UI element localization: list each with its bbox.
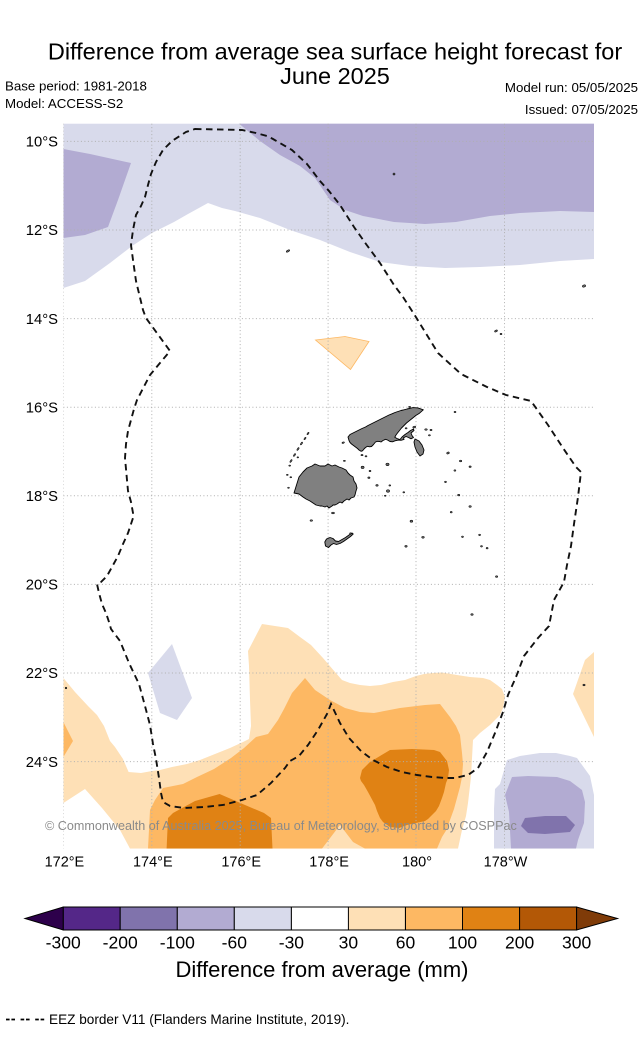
svg-text:178°W: 178°W <box>484 855 528 871</box>
svg-text:24°S: 24°S <box>26 755 58 771</box>
svg-text:12°S: 12°S <box>26 223 58 239</box>
svg-text:60: 60 <box>396 933 416 953</box>
svg-text:176°E: 176°E <box>221 855 261 871</box>
svg-text:178°E: 178°E <box>309 855 349 871</box>
svg-text:Model run: 05/05/2025: Model run: 05/05/2025 <box>505 80 638 95</box>
svg-text:Issued: 07/05/2025: Issued: 07/05/2025 <box>525 102 638 117</box>
svg-text:300: 300 <box>562 933 591 953</box>
svg-text:180°: 180° <box>402 855 432 871</box>
svg-text:30: 30 <box>339 933 359 953</box>
svg-text:June 2025: June 2025 <box>280 63 390 89</box>
svg-text:Model: ACCESS-S2: Model: ACCESS-S2 <box>5 96 123 111</box>
svg-text:18°S: 18°S <box>26 489 58 505</box>
svg-text:-200: -200 <box>103 933 138 953</box>
svg-text:EEZ border V11 (Flanders Marin: EEZ border V11 (Flanders Marine Institut… <box>49 1012 349 1027</box>
svg-text:172°E: 172°E <box>45 855 85 871</box>
svg-text:Difference from average sea su: Difference from average sea surface heig… <box>48 39 622 65</box>
svg-text:© Commonwealth of Australia 20: © Commonwealth of Australia 2025, Bureau… <box>45 819 517 833</box>
svg-text:22°S: 22°S <box>26 666 58 682</box>
svg-text:-30: -30 <box>279 933 305 953</box>
svg-text:20°S: 20°S <box>26 578 58 594</box>
svg-text:Base period: 1981-2018: Base period: 1981-2018 <box>5 79 147 94</box>
svg-text:-100: -100 <box>160 933 195 953</box>
svg-text:174°E: 174°E <box>133 855 173 871</box>
svg-text:Difference from average (mm): Difference from average (mm) <box>175 957 468 982</box>
svg-text:16°S: 16°S <box>26 400 58 416</box>
svg-text:-60: -60 <box>222 933 248 953</box>
svg-text:200: 200 <box>505 933 534 953</box>
svg-text:-300: -300 <box>46 933 81 953</box>
svg-text:10°S: 10°S <box>26 135 58 151</box>
svg-text:14°S: 14°S <box>26 312 58 328</box>
svg-text:100: 100 <box>448 933 477 953</box>
